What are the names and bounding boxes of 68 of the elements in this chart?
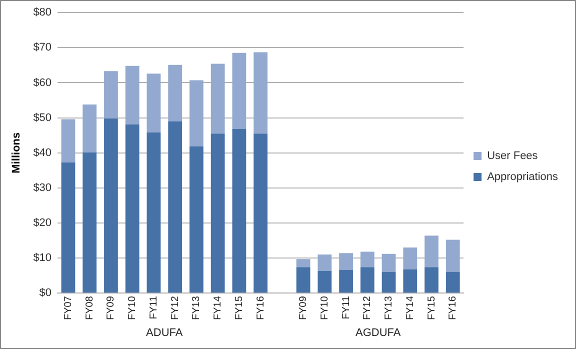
bar (190, 80, 204, 146)
bar (146, 132, 161, 293)
bar (125, 66, 140, 124)
bar (446, 240, 460, 272)
x-tick-label: FY13 (191, 296, 202, 320)
bar (360, 267, 374, 293)
x-tick-label: FY11 (340, 296, 352, 320)
x-tick-label: FY14 (212, 296, 224, 320)
x-tick-label: FY09 (298, 296, 310, 320)
text: AGDUFA (355, 327, 402, 340)
y-tick-label: $10 (33, 252, 52, 264)
x-tick-label: FY12 (170, 296, 181, 320)
x-tick-label: FY11 (148, 296, 160, 320)
x-tick-label: FY07 (62, 296, 74, 320)
legend-label: User Fees (487, 150, 538, 162)
bar (82, 104, 97, 152)
bar (82, 152, 97, 293)
bar (424, 236, 438, 268)
bar (210, 64, 225, 134)
bar (296, 267, 310, 293)
y-tick-label: $0 (39, 287, 52, 300)
bar (61, 119, 76, 162)
y-tick-label: $70 (33, 42, 52, 54)
bar (424, 267, 438, 293)
x-tick-label: FY12 (362, 296, 374, 320)
bar (190, 146, 204, 293)
bar (232, 129, 246, 293)
bar (104, 71, 118, 118)
bar (210, 134, 225, 293)
y-tick-label: $60 (33, 76, 52, 89)
bar (296, 259, 310, 268)
bar (146, 74, 161, 133)
y-tick-label: $30 (33, 182, 52, 194)
bar (339, 253, 353, 270)
bar (403, 248, 418, 270)
x-tick-label: FY16 (448, 296, 459, 320)
x-tick-label: FY15 (426, 296, 438, 320)
bar (318, 271, 332, 293)
x-tick-label: FY13 (384, 296, 395, 320)
bar (382, 272, 396, 293)
bar (125, 124, 140, 293)
bar (104, 118, 118, 293)
bar (168, 121, 182, 293)
y-tick-label: $40 (33, 146, 52, 159)
y-axis-title: Millions (10, 132, 23, 174)
bar (446, 272, 460, 293)
legend-label: Appropriations (487, 171, 558, 184)
text: ADUFA (146, 327, 184, 340)
bar (254, 134, 268, 293)
bar (254, 52, 268, 134)
y-tick-label: $20 (33, 217, 52, 230)
bar (403, 269, 418, 293)
x-tick-label: FY10 (319, 296, 330, 320)
bar (232, 52, 246, 130)
x-tick-label: FY08 (84, 296, 96, 320)
bar (318, 254, 332, 272)
bar (339, 270, 353, 293)
bar (382, 254, 396, 272)
x-tick-label: FY15 (234, 296, 245, 320)
x-tick-label: FY14 (404, 296, 416, 320)
bar (61, 162, 76, 293)
y-tick-label: $50 (33, 112, 52, 124)
y-tick-label: $80 (33, 6, 52, 19)
x-tick-label: FY09 (106, 296, 117, 320)
x-tick-label: FY10 (127, 296, 138, 320)
bar (360, 252, 374, 268)
bar (168, 64, 182, 122)
x-tick-label: FY16 (255, 296, 266, 320)
